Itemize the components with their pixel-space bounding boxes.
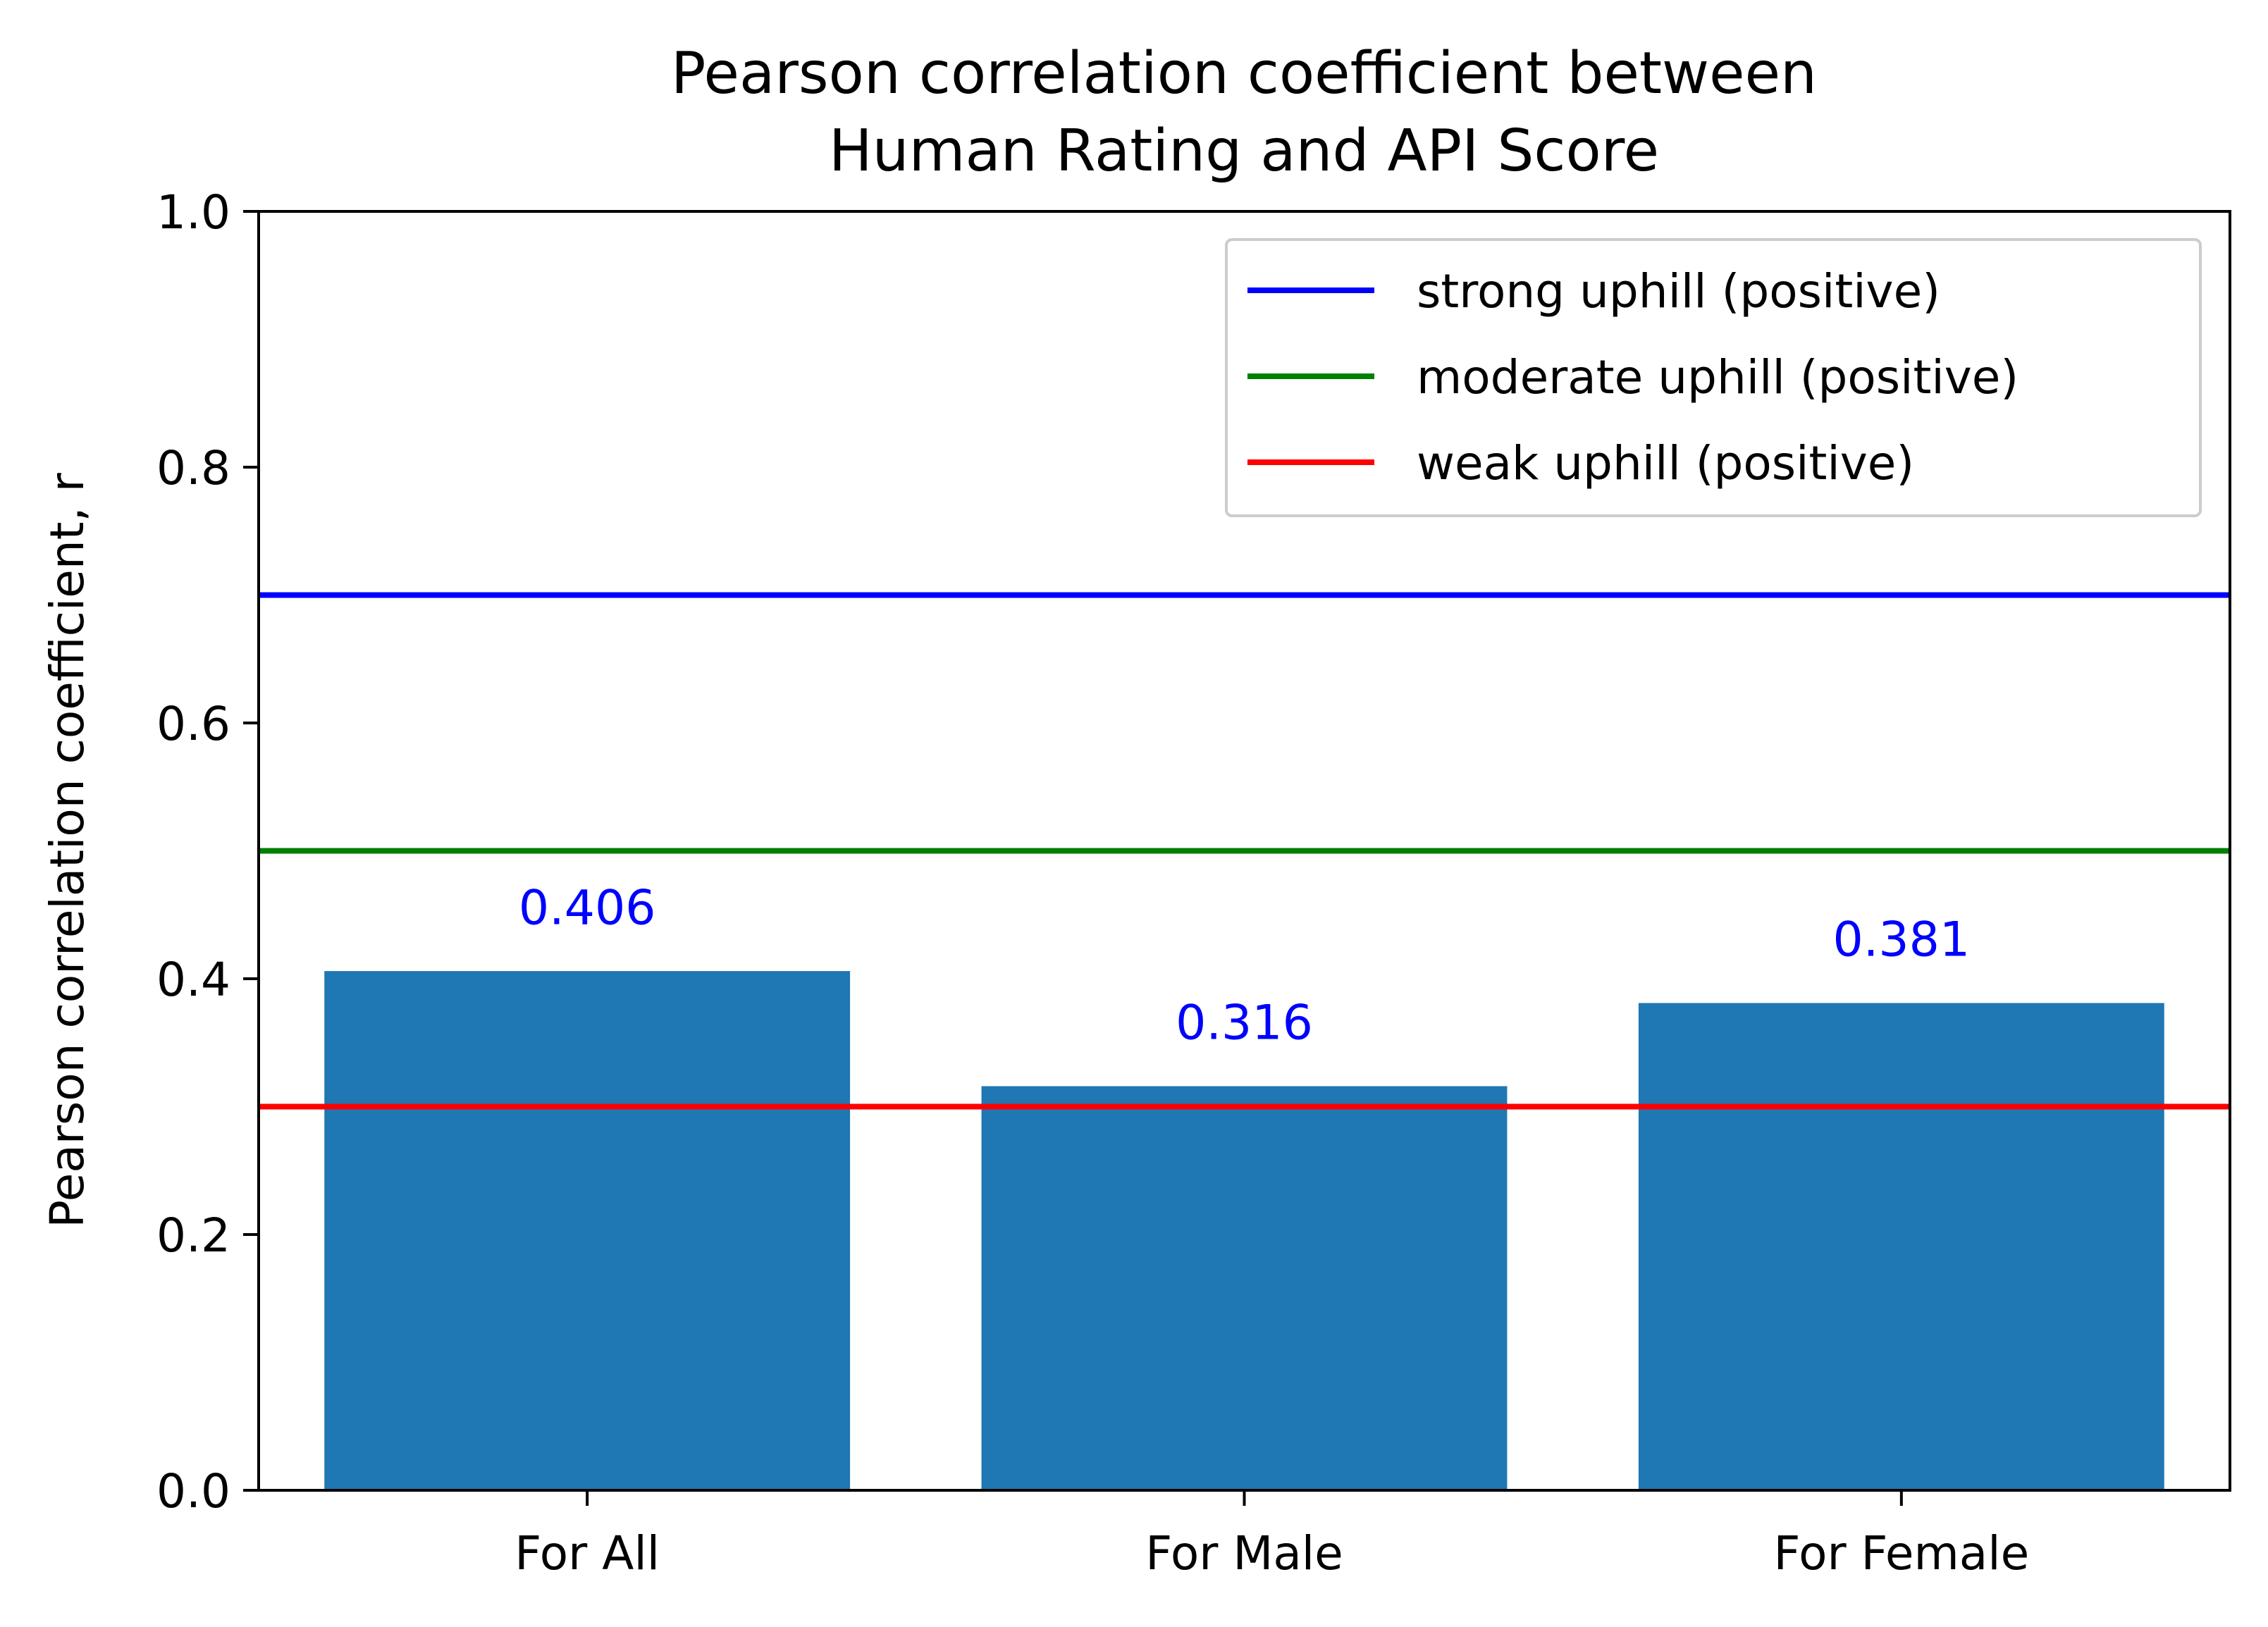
chart-title-line-1: Pearson correlation coefficient between (671, 40, 1817, 107)
x-tick-label-2: For Female (1773, 1526, 2029, 1580)
y-tick-label-5: 1.0 (156, 185, 230, 240)
bar-1 (981, 1086, 1508, 1490)
bar-value-label-2: 0.381 (1832, 913, 1970, 968)
bar-value-labels-group: 0.406 0.316 0.381 (519, 880, 1970, 1051)
bar-2 (1638, 1003, 2164, 1490)
legend-frame (1225, 238, 2202, 517)
bars-group (324, 971, 2164, 1490)
legend-label-2: weak uphill (positive) (1417, 436, 1914, 490)
bar-0 (324, 971, 851, 1490)
bar-value-label-1: 0.316 (1176, 996, 1313, 1051)
bar-value-label-0: 0.406 (519, 880, 656, 936)
legend-label-1: moderate uphill (positive) (1417, 350, 2019, 404)
y-tick-label-0: 0.0 (156, 1464, 230, 1518)
y-tick-label-4: 0.8 (156, 441, 230, 495)
y-tick-label-3: 0.6 (156, 697, 230, 751)
x-tick-label-0: For All (514, 1526, 660, 1580)
chart-title-line-2: Human Rating and API Score (829, 118, 1659, 185)
x-tick-label-1: For Male (1145, 1526, 1343, 1580)
x-axis: For All For Male For Female (514, 1490, 2029, 1580)
legend: strong uphill (positive) moderate uphill … (1225, 238, 2202, 517)
reference-lines-group (259, 592, 2230, 1110)
y-tick-label-2: 0.4 (156, 953, 230, 1007)
legend-label-0: strong uphill (positive) (1417, 264, 1940, 318)
y-axis: 0.0 0.2 0.4 0.6 0.8 1.0 (156, 185, 259, 1518)
y-tick-label-1: 0.2 (156, 1208, 230, 1263)
y-axis-label: Pearson correlation coefficient, r (40, 472, 94, 1227)
